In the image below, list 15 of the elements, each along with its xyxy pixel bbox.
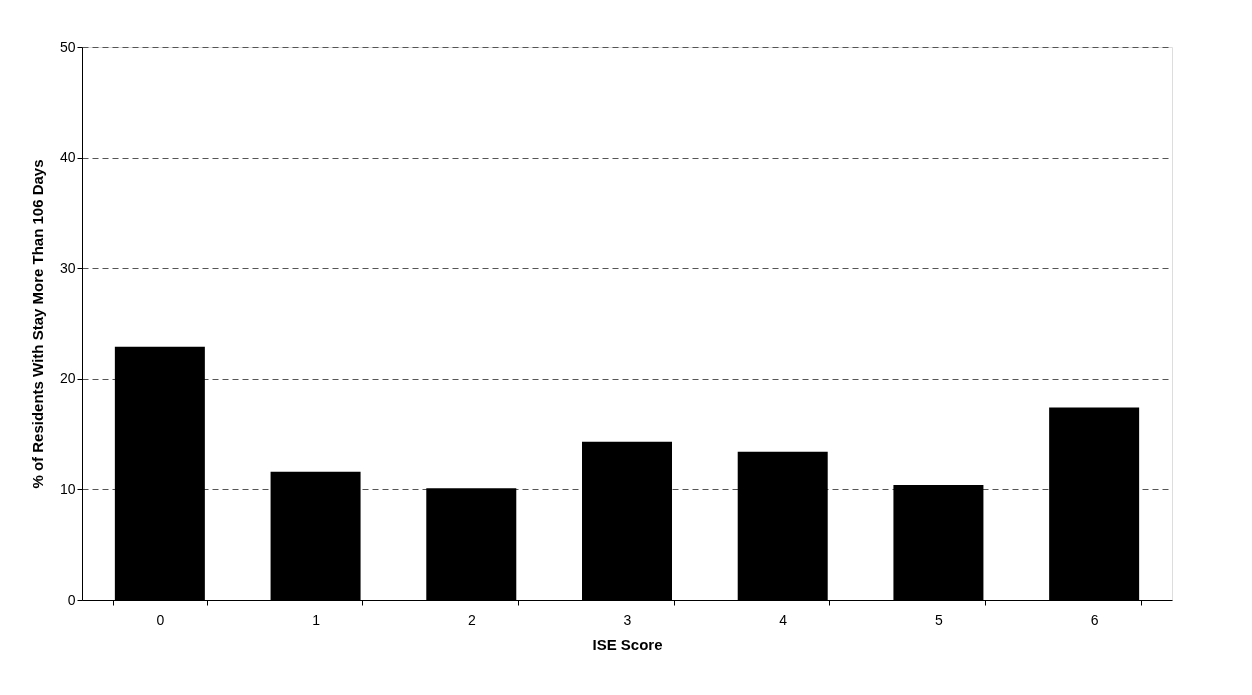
y-axis-title: % of Residents With Stay More Than 106 Days [28,159,46,489]
x-tick-label: 6 [1090,611,1099,628]
x-tick-label: 3 [623,611,632,628]
x-tick-label: 0 [156,611,165,628]
x-axis-title: ISE Score [592,635,663,653]
x-tick-label: 1 [312,611,321,628]
y-tick-label: 0 [67,591,76,608]
y-tick-label: 10 [59,480,76,497]
y-tick-label: 40 [59,149,76,166]
y-tick-label: 50 [59,38,76,55]
y-tick-label: 20 [59,370,76,387]
x-tick-label: 5 [935,611,944,628]
x-tick-label: 4 [779,611,788,628]
y-tick-label: 30 [59,259,76,276]
x-tick-label: 2 [467,611,476,628]
